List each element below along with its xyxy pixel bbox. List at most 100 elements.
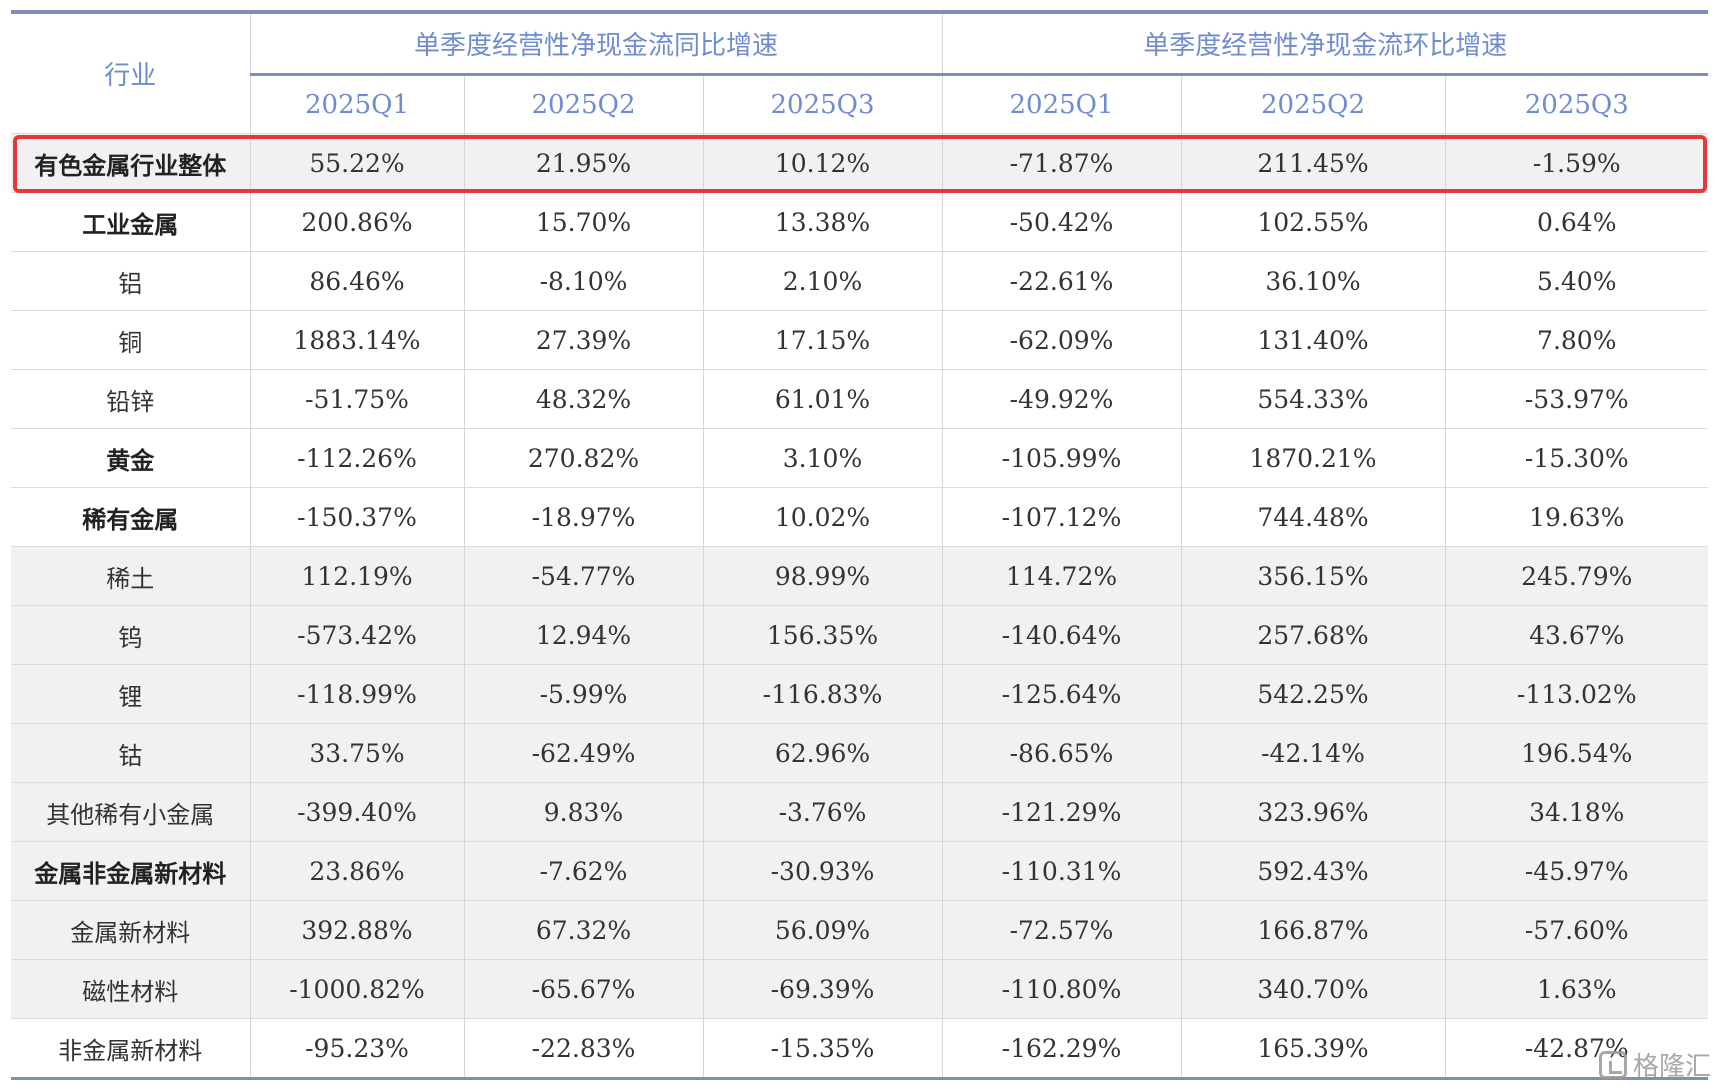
value-cell: -57.60% bbox=[1445, 900, 1709, 960]
value-cell: -125.64% bbox=[942, 664, 1182, 724]
value-cell: -140.64% bbox=[942, 605, 1182, 665]
table-row: 铅锌 -51.75% 48.32% 61.01% -49.92% 554.33% -53.9… bbox=[11, 369, 1709, 429]
table-row: 锂 -118.99% -5.99% -116.83% -125.64% 542.25% -1… bbox=[11, 664, 1709, 724]
industry-name-cell: 工业金属 bbox=[11, 192, 251, 252]
value-cell: -86.65% bbox=[942, 723, 1182, 783]
value-cell: 200.86% bbox=[250, 192, 465, 252]
quarter-header: 2025Q3 bbox=[703, 73, 943, 134]
data-table-container: 行业 单季度经营性净现金流同比增速 单季度经营性净现金流环比增速 2025Q1 … bbox=[11, 10, 1709, 1080]
quarter-header: 2025Q1 bbox=[942, 73, 1182, 134]
logo-mark-icon bbox=[1598, 1050, 1627, 1079]
value-cell: -42.87% bbox=[1445, 1018, 1709, 1079]
value-cell: 27.39% bbox=[464, 310, 704, 370]
value-cell: 542.25% bbox=[1181, 664, 1446, 724]
cash-flow-growth-table: 行业 单季度经营性净现金流同比增速 单季度经营性净现金流环比增速 2025Q1 … bbox=[11, 10, 1709, 1080]
watermark: 格隆汇 bbox=[1598, 1046, 1711, 1083]
value-cell: -113.02% bbox=[1445, 664, 1709, 724]
value-cell: 1.63% bbox=[1445, 959, 1709, 1019]
value-cell: 15.70% bbox=[464, 192, 704, 252]
value-cell: 86.46% bbox=[250, 251, 465, 311]
table-body: 有色金属行业整体 55.22% 21.95% 10.12% -71.87% 211.45%… bbox=[11, 133, 1709, 1079]
table-row: 稀土 112.19% -54.77% 98.99% 114.72% 356.15% 245.… bbox=[11, 546, 1709, 606]
value-cell: 1883.14% bbox=[250, 310, 465, 370]
industry-name-cell: 铜 bbox=[11, 310, 251, 370]
value-cell: 12.94% bbox=[464, 605, 704, 665]
industry-name-cell: 金属非金属新材料 bbox=[11, 841, 251, 901]
value-cell: 102.55% bbox=[1181, 192, 1446, 252]
table-row: 金属新材料 392.88% 67.32% 56.09% -72.57% 166.87% -5… bbox=[11, 900, 1709, 960]
value-cell: 0.64% bbox=[1445, 192, 1709, 252]
industry-name-cell: 稀有金属 bbox=[11, 487, 251, 547]
industry-name-cell: 有色金属行业整体 bbox=[11, 133, 251, 193]
value-cell: 62.96% bbox=[703, 723, 943, 783]
value-cell: 61.01% bbox=[703, 369, 943, 429]
value-cell: -53.97% bbox=[1445, 369, 1709, 429]
value-cell: -30.93% bbox=[703, 841, 943, 901]
quarter-header: 2025Q2 bbox=[1181, 73, 1446, 134]
value-cell: 323.96% bbox=[1181, 782, 1446, 842]
value-cell: -49.92% bbox=[942, 369, 1182, 429]
quarter-header: 2025Q3 bbox=[1445, 73, 1709, 134]
value-cell: -18.97% bbox=[464, 487, 704, 547]
table-row: 钨 -573.42% 12.94% 156.35% -140.64% 257.68% 43.… bbox=[11, 605, 1709, 665]
value-cell: 392.88% bbox=[250, 900, 465, 960]
value-cell: 554.33% bbox=[1181, 369, 1446, 429]
industry-name-cell: 钴 bbox=[11, 723, 251, 783]
value-cell: 1870.21% bbox=[1181, 428, 1446, 488]
qoq-group-header: 单季度经营性净现金流环比增速 bbox=[941, 12, 1709, 75]
value-cell: -162.29% bbox=[942, 1018, 1182, 1079]
value-cell: -150.37% bbox=[250, 487, 465, 547]
value-cell: 112.19% bbox=[250, 546, 465, 606]
value-cell: -116.83% bbox=[703, 664, 943, 724]
value-cell: -62.09% bbox=[942, 310, 1182, 370]
value-cell: 165.39% bbox=[1181, 1018, 1446, 1079]
value-cell: -1000.82% bbox=[250, 959, 465, 1019]
value-cell: -71.87% bbox=[942, 133, 1182, 193]
value-cell: -65.67% bbox=[464, 959, 704, 1019]
value-cell: 2.10% bbox=[703, 251, 943, 311]
value-cell: -5.99% bbox=[464, 664, 704, 724]
value-cell: -8.10% bbox=[464, 251, 704, 311]
value-cell: -105.99% bbox=[942, 428, 1182, 488]
value-cell: 3.10% bbox=[703, 428, 943, 488]
value-cell: -121.29% bbox=[942, 782, 1182, 842]
value-cell: 17.15% bbox=[703, 310, 943, 370]
value-cell: -3.76% bbox=[703, 782, 943, 842]
table-row: 工业金属 200.86% 15.70% 13.38% -50.42% 102.55% 0.6… bbox=[11, 192, 1709, 252]
value-cell: 33.75% bbox=[250, 723, 465, 783]
industry-name-cell: 铝 bbox=[11, 251, 251, 311]
table-row: 金属非金属新材料 23.86% -7.62% -30.93% -110.31% 592.4… bbox=[11, 841, 1709, 901]
value-cell: 19.63% bbox=[1445, 487, 1709, 547]
table-row: 有色金属行业整体 55.22% 21.95% 10.12% -71.87% 211.45%… bbox=[11, 133, 1709, 193]
value-cell: 592.43% bbox=[1181, 841, 1446, 901]
value-cell: -15.35% bbox=[703, 1018, 943, 1079]
value-cell: 7.80% bbox=[1445, 310, 1709, 370]
value-cell: -22.61% bbox=[942, 251, 1182, 311]
industry-name-cell: 钨 bbox=[11, 605, 251, 665]
value-cell: -110.80% bbox=[942, 959, 1182, 1019]
value-cell: 98.99% bbox=[703, 546, 943, 606]
value-cell: 257.68% bbox=[1181, 605, 1446, 665]
value-cell: 245.79% bbox=[1445, 546, 1709, 606]
value-cell: -107.12% bbox=[942, 487, 1182, 547]
industry-name-cell: 非金属新材料 bbox=[11, 1018, 251, 1079]
value-cell: -7.62% bbox=[464, 841, 704, 901]
table-row: 其他稀有小金属 -399.40% 9.83% -3.76% -121.29% 323.96… bbox=[11, 782, 1709, 842]
value-cell: 744.48% bbox=[1181, 487, 1446, 547]
value-cell: -118.99% bbox=[250, 664, 465, 724]
table-header: 行业 单季度经营性净现金流同比增速 单季度经营性净现金流环比增速 2025Q1 … bbox=[11, 12, 1709, 134]
value-cell: -15.30% bbox=[1445, 428, 1709, 488]
table-row: 铝 86.46% -8.10% 2.10% -22.61% 36.10% 5.40% bbox=[11, 251, 1709, 311]
value-cell: 9.83% bbox=[464, 782, 704, 842]
table-row: 钴 33.75% -62.49% 62.96% -86.65% -42.14% 196.54… bbox=[11, 723, 1709, 783]
quarter-header: 2025Q2 bbox=[464, 73, 704, 134]
industry-name-cell: 金属新材料 bbox=[11, 900, 251, 960]
value-cell: -1.59% bbox=[1445, 133, 1709, 193]
value-cell: -62.49% bbox=[464, 723, 704, 783]
table-row: 磁性材料 -1000.82% -65.67% -69.39% -110.80% 340.7… bbox=[11, 959, 1709, 1019]
value-cell: 10.12% bbox=[703, 133, 943, 193]
value-cell: -54.77% bbox=[464, 546, 704, 606]
value-cell: 21.95% bbox=[464, 133, 704, 193]
value-cell: 196.54% bbox=[1445, 723, 1709, 783]
industry-name-cell: 锂 bbox=[11, 664, 251, 724]
